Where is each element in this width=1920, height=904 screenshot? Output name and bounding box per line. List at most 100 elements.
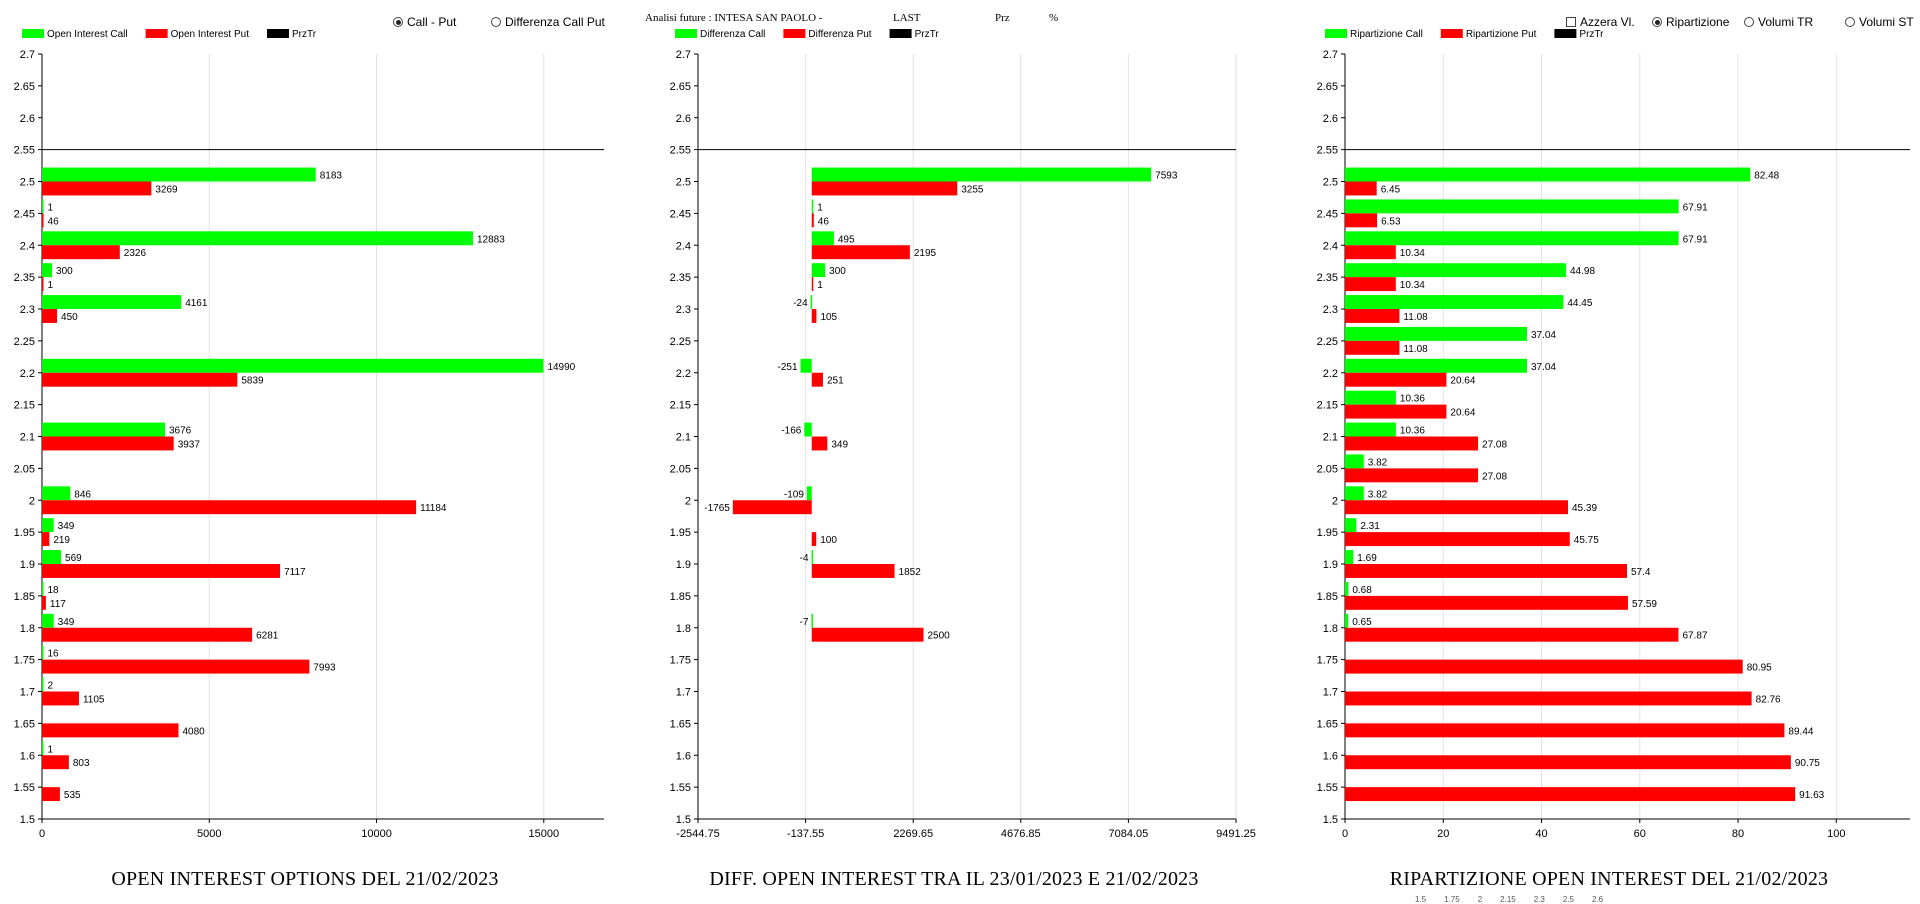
y-tick-label: 2.25 [670,336,691,348]
data-label: 27.08 [1482,439,1507,450]
bar-put [42,372,238,387]
y-tick-label: 2.55 [670,145,691,157]
bar-call [811,550,814,564]
y-tick-label: 2.15 [14,400,35,412]
bar-put [1345,723,1785,738]
x-tick-label: 80 [1732,828,1744,840]
bar-call [1345,231,1679,246]
pct-label: % [1049,12,1059,24]
ripartizione-label: Ripartizione [1666,15,1730,29]
data-label: 0.65 [1352,617,1372,628]
data-label: 2195 [914,248,937,259]
bar-put [732,500,812,515]
bar-put [1345,277,1396,292]
bar-call [42,295,182,309]
volumi-st-radio[interactable]: Volumi ST [1845,15,1914,29]
y-tick-label: 2 [1332,495,1338,507]
volumi-tr-radio[interactable]: Volumi TR [1744,15,1813,29]
y-tick-label: 1.9 [1323,559,1338,571]
data-label: -24 [793,298,808,309]
chart-title-ripartizione: RIPARTIZIONE OPEN INTEREST DEL 21/02/202… [1389,868,1829,890]
call-put-radio[interactable]: Call - Put [393,15,456,29]
bar-call [1345,581,1349,596]
legend-label: PrzTr [292,29,317,40]
data-label: 4161 [185,298,208,309]
data-label: 495 [838,234,855,245]
data-label: 846 [74,489,91,500]
y-tick-label: 1.6 [20,750,35,762]
data-label: 2 [48,681,54,692]
data-label: 2.31 [1360,521,1380,532]
bar-call [1345,390,1396,405]
diff-call-put-radio[interactable]: Differenza Call Put [491,15,605,29]
bar-call [1345,486,1364,501]
bar-put [42,436,174,451]
bar-put [1345,564,1628,578]
bar-put [42,627,253,642]
bar-put [811,213,814,228]
radio-selected-icon [1652,17,1662,27]
y-tick-label: 1.75 [670,655,691,667]
bar-call [1345,199,1679,214]
y-tick-label: 2.25 [1317,336,1338,348]
y-tick-label: 2.05 [1317,463,1338,475]
analisi-title: Analisi future : INTESA SAN PAOLO - [645,12,823,24]
bottom-tick-5: 2.5 [1562,895,1574,904]
bottom-tick-0: 1.5 [1415,895,1427,904]
data-label: 2326 [124,248,147,259]
y-tick-label: 1.5 [1323,814,1338,826]
bar-call [42,231,473,246]
legend-label: Ripartizione Put [1466,29,1537,40]
data-label: 569 [65,553,82,564]
y-tick-label: 2.55 [1317,145,1338,157]
data-label: 6.53 [1381,216,1401,227]
data-label: 46 [48,216,60,227]
data-label: 46 [818,216,830,227]
bar-call [811,231,834,246]
legend-swatch [1554,29,1577,38]
chart-title-open-interest: OPEN INTEREST OPTIONS DEL 21/02/2023 [111,868,499,890]
y-tick-label: 1.85 [670,591,691,603]
bar-call [42,677,44,692]
y-tick-label: 2.35 [1317,272,1338,284]
data-label: 16 [48,649,60,660]
y-tick-label: 1.5 [676,814,691,826]
bar-put [42,532,50,547]
bar-call [1345,518,1357,533]
bar-call [42,167,316,182]
bar-put [42,659,310,674]
checkbox-icon [1566,17,1576,27]
data-label: 11.08 [1403,344,1428,355]
data-label: 3937 [178,439,201,450]
y-tick-label: 2.25 [14,336,35,348]
bar-call [800,358,812,373]
data-label: 80.95 [1747,663,1772,674]
bottom-tick-strip: 1.5 1.75 2 2.15 2.3 2.5 2.6 [1415,895,1621,904]
legend-swatch [675,29,697,38]
bar-put [1345,755,1791,770]
azzera-checkbox[interactable]: Azzera Vl. [1566,15,1635,29]
x-tick-label: 100 [1827,828,1845,840]
data-label: 7993 [313,663,336,674]
y-tick-label: 2.6 [676,113,691,125]
data-label: 1 [817,202,823,213]
bar-call [42,613,54,628]
y-tick-label: 2.3 [676,304,691,316]
y-tick-label: 1.65 [14,718,35,730]
bar-put [42,245,120,260]
ripartizione-radio[interactable]: Ripartizione [1652,15,1729,29]
bar-put [1345,468,1479,483]
bar-call [1345,326,1527,341]
data-label: 82.76 [1756,694,1781,705]
y-tick-label: 2.6 [20,113,35,125]
legend-label: Open Interest Put [171,29,250,40]
x-tick-label: 5000 [197,828,221,840]
y-tick-label: 2.15 [1317,400,1338,412]
data-label: 45.75 [1574,535,1599,546]
bar-put [42,181,152,196]
y-tick-label: 2.35 [670,272,691,284]
legend-swatch [145,29,168,38]
bar-put [42,755,69,770]
data-label: 1852 [899,567,922,578]
